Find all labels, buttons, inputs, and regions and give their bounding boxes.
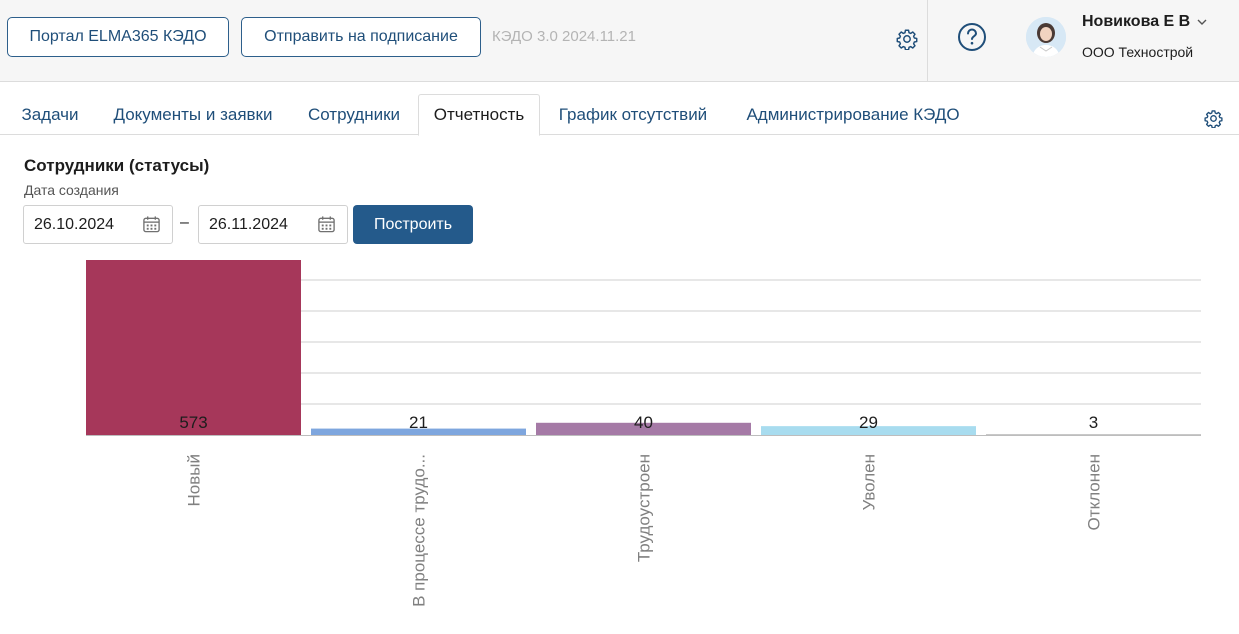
category-label: Трудоустроен	[635, 454, 654, 562]
tab-administration[interactable]: Администрирование КЭДО	[746, 104, 960, 124]
portal-button[interactable]: Портал ELMA365 КЭДО	[7, 17, 229, 57]
bar-value-label: 21	[409, 413, 428, 432]
date-to-input[interactable]	[209, 214, 309, 236]
tab-settings-gear-icon[interactable]	[1204, 109, 1223, 128]
bar-value-label: 573	[179, 413, 207, 432]
category-label: Уволен	[860, 454, 879, 511]
date-label: Дата создания	[24, 182, 119, 198]
chart-bar[interactable]	[986, 434, 1201, 435]
chevron-down-icon[interactable]	[1196, 16, 1208, 28]
category-label: Новый	[185, 454, 204, 506]
chart-bar[interactable]	[536, 422, 751, 435]
date-to-field[interactable]	[198, 205, 348, 244]
avatar[interactable]	[1026, 17, 1066, 57]
tab-employees[interactable]: Сотрудники	[307, 104, 401, 124]
calendar-icon[interactable]	[142, 215, 161, 234]
tab-tasks[interactable]: Задачи	[21, 104, 79, 124]
chart-bar[interactable]	[86, 260, 301, 435]
bar-value-label: 29	[859, 413, 878, 432]
build-button[interactable]: Построить	[353, 205, 473, 244]
organization-name: ООО Технострой	[1082, 44, 1194, 60]
date-from-field[interactable]	[23, 205, 173, 244]
header-divider	[927, 0, 928, 82]
date-from-input[interactable]	[34, 214, 134, 236]
date-range-dash: –	[180, 214, 189, 231]
main-tabs: Задачи Документы и заявки Сотрудники Отч…	[0, 94, 1239, 136]
status-chart: 573 Новый 21 В процессе трудо... 40 Трудоустр…	[0, 250, 1239, 634]
bar-value-label: 40	[634, 413, 653, 432]
report-title: Сотрудники (статусы)	[24, 156, 210, 175]
tab-absence-schedule[interactable]: График отсутствий	[558, 104, 708, 124]
gear-icon[interactable]	[896, 28, 918, 50]
category-label: В процессе трудо...	[410, 454, 429, 607]
help-icon[interactable]	[957, 22, 987, 52]
bar-chart: 573 Новый 21 В процессе трудо... 40 Трудоустр…	[86, 260, 1201, 607]
tab-reports[interactable]: Отчетность	[418, 94, 540, 136]
send-for-signing-button[interactable]: Отправить на подписание	[241, 17, 481, 57]
bar-value-label: 3	[1089, 413, 1098, 432]
user-name[interactable]: Новикова Е В	[1082, 13, 1191, 30]
category-label: Отклонен	[1085, 454, 1104, 530]
chart-bar[interactable]	[761, 426, 976, 435]
tab-documents[interactable]: Документы и заявки	[113, 104, 273, 124]
version-label: КЭДО 3.0 2024.11.21	[492, 28, 636, 45]
chart-bar[interactable]	[311, 428, 526, 435]
top-bar: Портал ELMA365 КЭДО Отправить на подписа…	[0, 0, 1239, 82]
calendar-icon[interactable]	[317, 215, 336, 234]
